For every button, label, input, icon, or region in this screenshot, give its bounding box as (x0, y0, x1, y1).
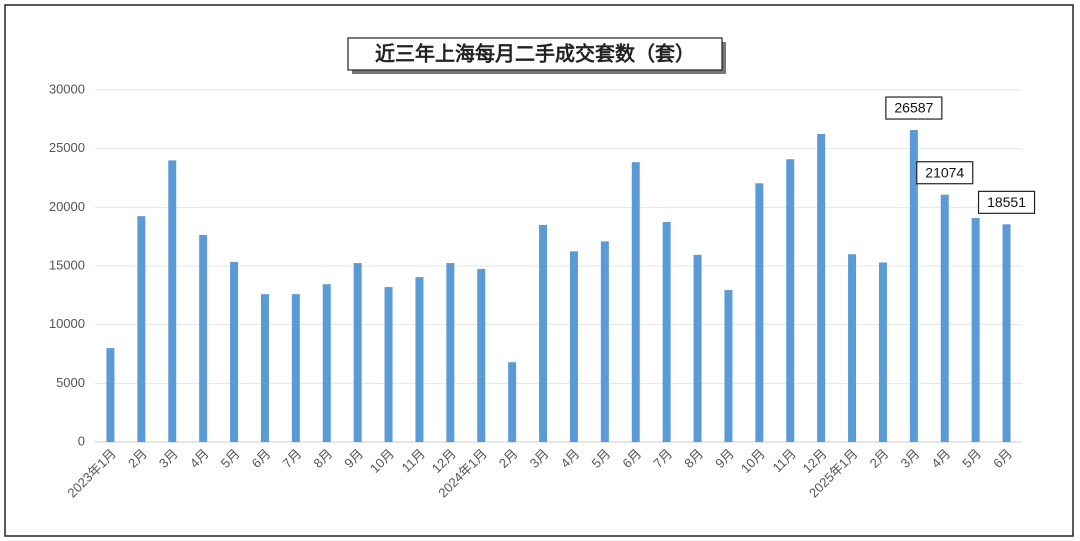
bar (137, 216, 146, 442)
bar (724, 290, 733, 442)
value-label-box (885, 96, 943, 120)
y-tick-label: 20000 (49, 199, 85, 214)
bar (508, 362, 517, 442)
y-tick-label: 25000 (49, 140, 85, 155)
bar (909, 130, 918, 442)
bar (817, 134, 826, 442)
value-label-box (977, 190, 1036, 214)
value-label: 21074 (925, 164, 964, 180)
bar (786, 159, 795, 442)
title-box (347, 37, 723, 71)
y-tick-label: 15000 (49, 257, 85, 272)
bar (230, 261, 239, 442)
bar (415, 277, 424, 442)
bar (878, 262, 887, 442)
value-label: 26587 (894, 100, 933, 116)
bar (446, 263, 455, 442)
bar (199, 234, 208, 442)
y-tick-label: 5000 (56, 375, 85, 390)
bar (1002, 224, 1011, 442)
bar (322, 284, 331, 442)
y-tick-label: 30000 (49, 81, 85, 96)
chart-title: 近三年上海每月二手成交套数（套） (375, 41, 695, 65)
bar (353, 263, 362, 442)
bar (600, 241, 609, 442)
bar (971, 217, 980, 442)
bar (631, 162, 640, 442)
bar (940, 194, 949, 442)
bar (291, 294, 300, 442)
frame (4, 4, 1074, 537)
y-tick-label: 10000 (49, 316, 85, 331)
bar (106, 348, 115, 442)
bar (384, 287, 393, 442)
y-tick-label: 0 (78, 433, 85, 448)
bar (539, 224, 548, 442)
bar (848, 254, 857, 442)
bar (477, 268, 486, 442)
bar (662, 222, 671, 442)
bar (260, 294, 269, 442)
bar (693, 254, 702, 442)
bar (569, 251, 578, 442)
bar (755, 183, 764, 442)
bar (168, 160, 177, 442)
value-label-box (916, 161, 974, 185)
value-label: 18551 (987, 194, 1026, 210)
